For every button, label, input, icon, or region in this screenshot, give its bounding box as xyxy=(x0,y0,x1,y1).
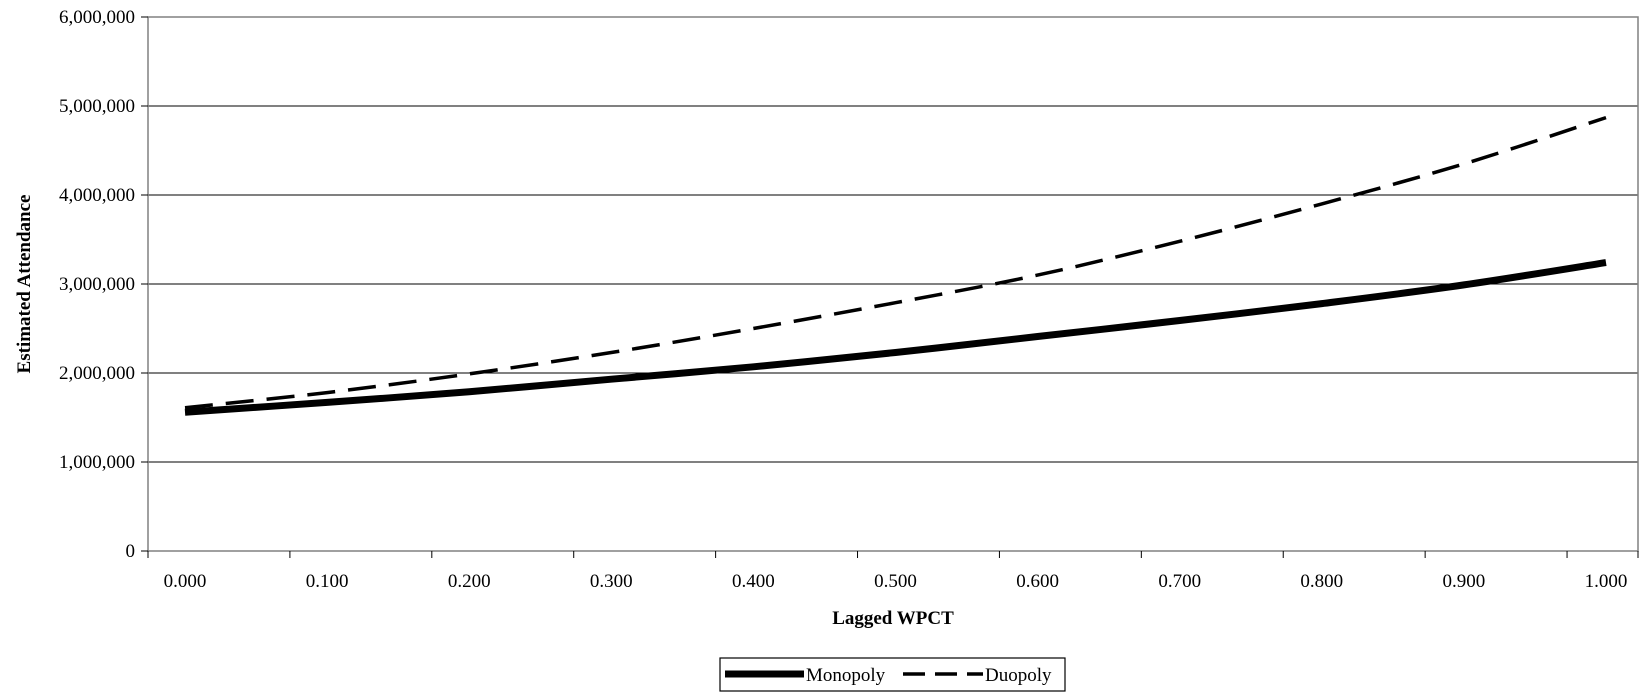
y-axis-title: Estimated Attendance xyxy=(14,195,35,374)
y-tick-label: 4,000,000 xyxy=(59,185,135,206)
series-layer xyxy=(184,115,1607,416)
x-tick-label: 0.200 xyxy=(448,571,491,592)
x-tick-label: 0.000 xyxy=(164,571,207,592)
x-tick-label: 0.700 xyxy=(1158,571,1201,592)
legend-label-duopoly: Duopoly xyxy=(985,665,1052,686)
x-tick-label: 0.500 xyxy=(874,571,917,592)
x-axis-title: Lagged WPCT xyxy=(832,608,954,629)
x-tick-label: 1.000 xyxy=(1585,571,1628,592)
gridlines xyxy=(148,105,1638,463)
y-tick-label: 5,000,000 xyxy=(59,96,135,117)
series-line-monopoly xyxy=(184,259,1607,416)
y-tick-label: 0 xyxy=(126,541,136,562)
x-tick-label: 0.300 xyxy=(590,571,633,592)
x-tick-label: 0.600 xyxy=(1016,571,1059,592)
x-tick-label: 0.900 xyxy=(1443,571,1486,592)
x-axis: 0.000 0.100 0.200 0.300 0.400 0.500 0.600 0.700… xyxy=(147,551,1639,592)
y-tick-label: 6,000,000 xyxy=(59,7,135,28)
y-tick-label: 3,000,000 xyxy=(59,274,135,295)
x-tick-label: 0.100 xyxy=(306,571,349,592)
legend: Monopoly Duopoly xyxy=(719,657,1066,692)
x-tick-label: 0.400 xyxy=(732,571,775,592)
legend-label-monopoly: Monopoly xyxy=(806,665,886,686)
y-tick-label: 2,000,000 xyxy=(59,363,135,384)
x-tick-label: 0.800 xyxy=(1300,571,1343,592)
series-line-duopoly xyxy=(184,115,1607,410)
y-axis: 0 1,000,000 2,000,000 3,000,000 4,000,000 5,0… xyxy=(59,7,148,562)
y-tick-label: 1,000,000 xyxy=(59,452,135,473)
